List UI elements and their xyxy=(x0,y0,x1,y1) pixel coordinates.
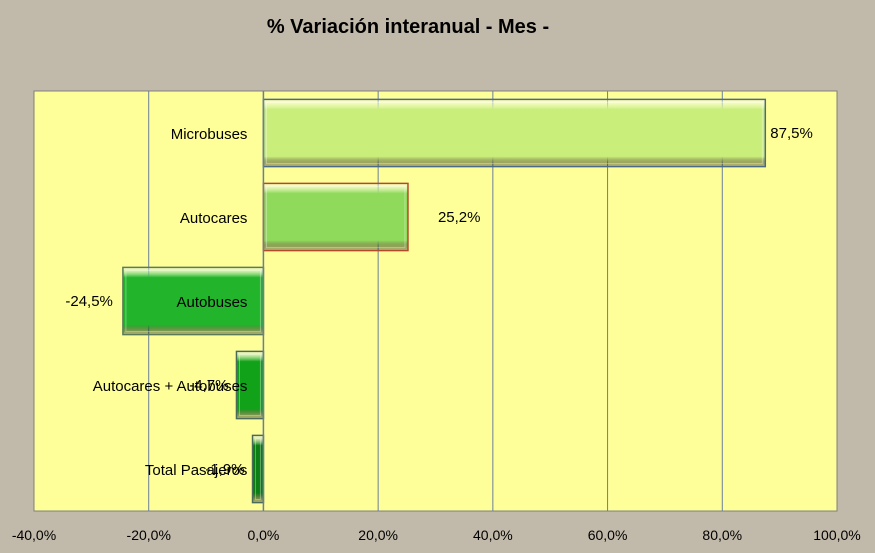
bar-bevel xyxy=(238,353,261,417)
x-tick-label: 80,0% xyxy=(702,527,742,543)
data-label: 87,5% xyxy=(770,125,813,142)
bar-bevel xyxy=(265,185,406,249)
x-tick-label: -20,0% xyxy=(127,527,171,543)
category-label: Autocares + Autobuses xyxy=(93,378,248,395)
x-tick-label: 40,0% xyxy=(473,527,513,543)
data-label: 25,2% xyxy=(438,209,481,226)
data-label: -1,9% xyxy=(205,461,244,478)
bar xyxy=(235,350,265,420)
category-label: Microbuses xyxy=(171,126,248,143)
data-label: -24,5% xyxy=(65,293,113,310)
bar xyxy=(262,182,409,252)
bar-bevel xyxy=(255,437,261,501)
bar xyxy=(251,434,265,504)
chart-title: % Variación interanual - Mes - xyxy=(267,16,549,38)
x-tick-label: -40,0% xyxy=(12,527,56,543)
bar xyxy=(262,98,767,168)
data-label: -4,7% xyxy=(189,377,228,394)
x-tick-label: 100,0% xyxy=(813,527,860,543)
bar-bevel xyxy=(265,101,763,165)
bar-bevel xyxy=(125,269,261,333)
category-label: Autocares xyxy=(180,210,248,227)
category-label: Autobuses xyxy=(177,294,248,311)
category-label: Total Pasajeros xyxy=(145,462,248,479)
x-tick-label: 0,0% xyxy=(247,527,279,543)
x-tick-label: 60,0% xyxy=(588,527,628,543)
x-tick-label: 20,0% xyxy=(358,527,398,543)
